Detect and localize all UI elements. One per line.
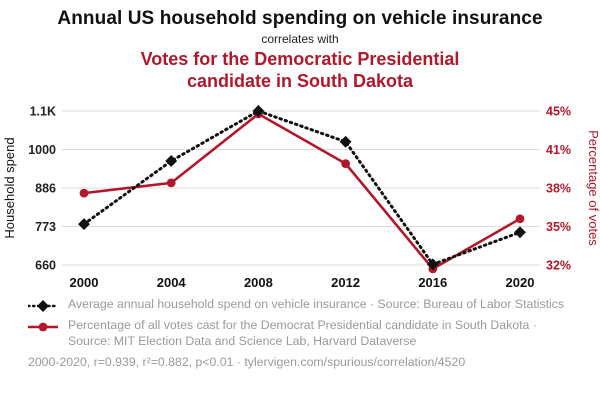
- right-tick-label: 32%: [546, 258, 571, 272]
- circle-marker: [79, 188, 89, 198]
- diamond-marker: [165, 154, 178, 167]
- diamond-marker: [339, 135, 352, 148]
- circle-marker: [166, 178, 176, 188]
- legend: Average annual household spend on vehicl…: [28, 297, 600, 350]
- x-tick-label: 2008: [244, 275, 273, 290]
- left-tick-label: 1.1K: [30, 104, 56, 118]
- diamond-marker-icon: [28, 299, 58, 312]
- circle-marker-icon: [28, 322, 58, 332]
- right-tick-label: 35%: [546, 220, 571, 234]
- x-tick-label: 2004: [157, 275, 187, 290]
- left-tick-label: 773: [35, 220, 56, 234]
- line-chart: 1.1K 1000 886 773 660 45% 41% 38% 35% 32% 2000 2004…: [2, 104, 600, 290]
- legend-label: Percentage of all votes cast for the Dem…: [68, 317, 537, 348]
- right-tick-label: 38%: [546, 181, 571, 195]
- left-tick-label: 886: [35, 181, 56, 195]
- right-axis-title: Percentage of votes: [586, 130, 600, 246]
- footer-citation: 2000-2020, r=0.939, r²=0.882, p<0.01 · t…: [28, 354, 466, 369]
- circle-marker: [341, 159, 350, 168]
- left-axis-title: Household spend: [2, 137, 17, 238]
- legend-item-insurance: Average annual household spend on vehicl…: [28, 297, 573, 313]
- diamond-marker: [514, 226, 526, 239]
- series-line: [83, 112, 521, 271]
- legend-item-votes: Percentage of all votes cast for the Dem…: [28, 318, 573, 350]
- correlates-with-label: correlates with: [261, 32, 339, 46]
- right-tick-label: 45%: [546, 104, 571, 118]
- x-tick-label: 2020: [506, 275, 535, 290]
- diamond-marker: [78, 218, 90, 230]
- x-tick-label: 2012: [331, 275, 360, 290]
- legend-label: Average annual household spend on vehicl…: [68, 296, 565, 311]
- x-tick-label: 2016: [418, 275, 447, 290]
- circle-marker: [515, 214, 525, 224]
- diamond-marker: [252, 104, 265, 117]
- series-line: [82, 109, 522, 267]
- chart-title: Annual US household spending on vehicle …: [57, 8, 543, 29]
- left-tick-label: 1000: [28, 143, 56, 157]
- right-tick-label: 41%: [546, 143, 571, 157]
- left-tick-label: 660: [35, 258, 56, 272]
- chart-area: 1.1K 1000 886 773 660 45% 41% 38% 35% 32% 2000 2004…: [0, 97, 600, 295]
- x-tick-label: 2000: [70, 275, 99, 290]
- chart-subtitle: Votes for the Democratic Presidential ca…: [140, 49, 460, 91]
